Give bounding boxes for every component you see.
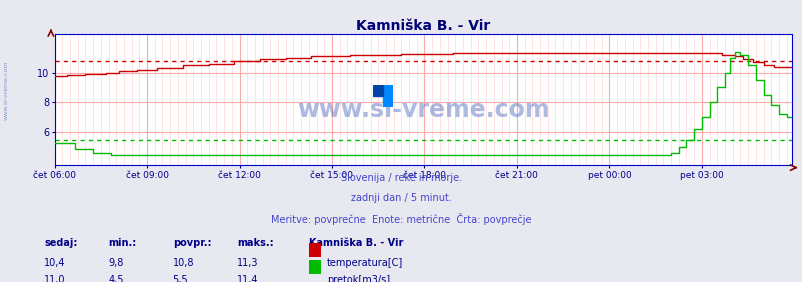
Text: Meritve: povprečne  Enote: metrične  Črta: povprečje: Meritve: povprečne Enote: metrične Črta:… [271, 213, 531, 225]
Text: pretok[m3/s]: pretok[m3/s] [326, 275, 390, 282]
Text: sedaj:: sedaj: [44, 238, 78, 248]
Text: temperatura[C]: temperatura[C] [326, 258, 403, 268]
Text: 5,5: 5,5 [172, 275, 188, 282]
Text: www.si-vreme.com: www.si-vreme.com [297, 98, 549, 122]
Text: maks.:: maks.: [237, 238, 273, 248]
Title: Kamniška B. - Vir: Kamniška B. - Vir [355, 19, 490, 33]
Text: min.:: min.: [108, 238, 136, 248]
Text: www.si-vreme.com: www.si-vreme.com [4, 61, 9, 120]
Text: Slovenija / reke in morje.: Slovenija / reke in morje. [341, 173, 461, 183]
Bar [373, 85, 383, 96]
Text: 10,8: 10,8 [172, 258, 194, 268]
Text: Kamniška B. - Vir: Kamniška B. - Vir [309, 238, 403, 248]
Text: 4,5: 4,5 [108, 275, 124, 282]
Text: zadnji dan / 5 minut.: zadnji dan / 5 minut. [350, 193, 452, 203]
Text: 10,4: 10,4 [44, 258, 66, 268]
Bar [383, 85, 393, 107]
Text: 11,0: 11,0 [44, 275, 66, 282]
Text: 11,3: 11,3 [237, 258, 258, 268]
Text: povpr.:: povpr.: [172, 238, 211, 248]
Text: 9,8: 9,8 [108, 258, 124, 268]
Text: 11,4: 11,4 [237, 275, 258, 282]
